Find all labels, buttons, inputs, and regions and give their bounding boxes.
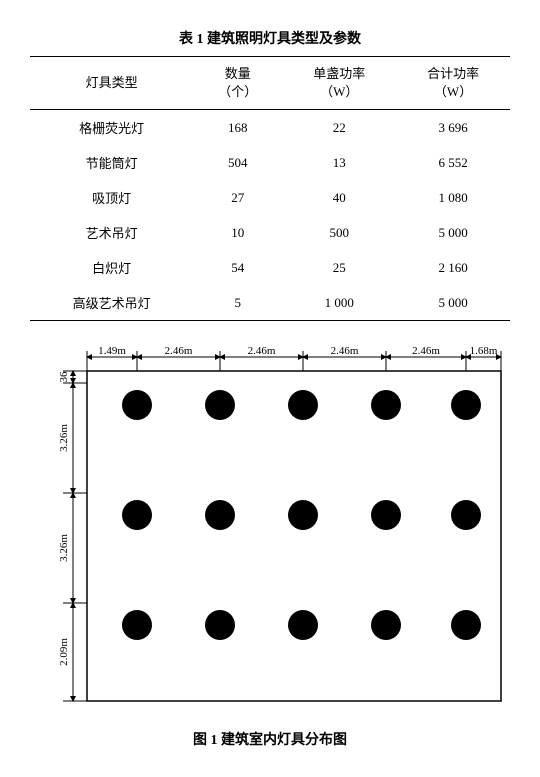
lamp-dot bbox=[122, 610, 152, 640]
lamp-dot bbox=[122, 390, 152, 420]
table-row: 节能筒灯504136 552 bbox=[30, 145, 510, 180]
table-row: 高级艺术吊灯51 0005 000 bbox=[30, 285, 510, 321]
lamp-dot bbox=[451, 500, 481, 530]
lamp-dot bbox=[288, 610, 318, 640]
col-header-3: 合计功率 （W） bbox=[396, 57, 510, 110]
table-cell: 2 160 bbox=[396, 250, 510, 285]
table-cell: 5 bbox=[193, 285, 282, 321]
table-title: 表 1 建筑照明灯具类型及参数 bbox=[20, 28, 520, 48]
table-cell: 节能筒灯 bbox=[30, 145, 193, 180]
table-row: 吸顶灯27401 080 bbox=[30, 180, 510, 215]
col-header-2-l2: （W） bbox=[320, 84, 358, 99]
dimension-label: 2.09m bbox=[58, 638, 70, 666]
lamp-dot bbox=[451, 390, 481, 420]
dimension-label: 1.68m bbox=[470, 345, 498, 357]
lamp-dot bbox=[451, 610, 481, 640]
dimension-label: 2.46m bbox=[248, 345, 276, 357]
table-cell: 168 bbox=[193, 110, 282, 146]
col-header-0-l1: 灯具类型 bbox=[86, 75, 138, 90]
table-header-row: 灯具类型 数量 （个） 单盏功率 （W） 合计功率 （W） bbox=[30, 57, 510, 110]
lamp-dot bbox=[371, 390, 401, 420]
dimension-label: 2.46m bbox=[165, 345, 193, 357]
lamp-dot bbox=[205, 610, 235, 640]
lamp-dot bbox=[288, 390, 318, 420]
col-header-1-l2: （个） bbox=[218, 84, 257, 99]
dimension-label: 3.26m bbox=[58, 534, 70, 562]
table-row: 格栅荧光灯168223 696 bbox=[30, 110, 510, 146]
table-row: 艺术吊灯105005 000 bbox=[30, 215, 510, 250]
table-cell: 6 552 bbox=[396, 145, 510, 180]
table-cell: 13 bbox=[282, 145, 396, 180]
dimension-label: 1.49m bbox=[98, 345, 126, 357]
lamp-dot bbox=[288, 500, 318, 530]
table-cell: 3 696 bbox=[396, 110, 510, 146]
table-cell: 5 000 bbox=[396, 285, 510, 321]
lamp-dot bbox=[205, 390, 235, 420]
dimension-label: 2.46m bbox=[412, 345, 440, 357]
table-cell: 504 bbox=[193, 145, 282, 180]
table-cell: 格栅荧光灯 bbox=[30, 110, 193, 146]
col-header-2: 单盏功率 （W） bbox=[282, 57, 396, 110]
dimension-label: 2.46m bbox=[331, 345, 359, 357]
dimension-label: 3.26m bbox=[58, 424, 70, 452]
table-cell: 25 bbox=[282, 250, 396, 285]
lamp-dot bbox=[371, 610, 401, 640]
table-cell: 500 bbox=[282, 215, 396, 250]
figure-container: 1.49m 2.46m 2.46m 2.46m 2.46m 1.68m 36 3.26m 3.2… bbox=[20, 341, 520, 721]
figure-caption: 图 1 建筑室内灯具分布图 bbox=[20, 729, 520, 749]
table-cell: 白炽灯 bbox=[30, 250, 193, 285]
table-cell: 10 bbox=[193, 215, 282, 250]
table-cell: 1 080 bbox=[396, 180, 510, 215]
table-cell: 27 bbox=[193, 180, 282, 215]
col-header-1: 数量 （个） bbox=[193, 57, 282, 110]
dimension-label: 36 bbox=[58, 371, 70, 383]
table-cell: 22 bbox=[282, 110, 396, 146]
table-cell: 1 000 bbox=[282, 285, 396, 321]
table-cell: 5 000 bbox=[396, 215, 510, 250]
table-cell: 艺术吊灯 bbox=[30, 215, 193, 250]
table-cell: 吸顶灯 bbox=[30, 180, 193, 215]
table-row: 白炽灯54252 160 bbox=[30, 250, 510, 285]
lamp-dot bbox=[122, 500, 152, 530]
table-cell: 高级艺术吊灯 bbox=[30, 285, 193, 321]
col-header-2-l1: 单盏功率 bbox=[313, 66, 365, 81]
col-header-3-l1: 合计功率 bbox=[427, 66, 479, 81]
col-header-3-l2: （W） bbox=[434, 84, 472, 99]
lighting-table: 灯具类型 数量 （个） 单盏功率 （W） 合计功率 （W） 格栅荧光灯16822… bbox=[30, 56, 510, 321]
lamp-dot bbox=[205, 500, 235, 530]
col-header-1-l1: 数量 bbox=[225, 66, 251, 81]
col-header-0: 灯具类型 bbox=[30, 57, 193, 110]
lamp-dot bbox=[371, 500, 401, 530]
room-outline bbox=[87, 371, 501, 701]
table-cell: 40 bbox=[282, 180, 396, 215]
lighting-layout-diagram: 1.49m 2.46m 2.46m 2.46m 2.46m 1.68m 36 3.26m 3.2… bbox=[25, 341, 515, 721]
table-cell: 54 bbox=[193, 250, 282, 285]
